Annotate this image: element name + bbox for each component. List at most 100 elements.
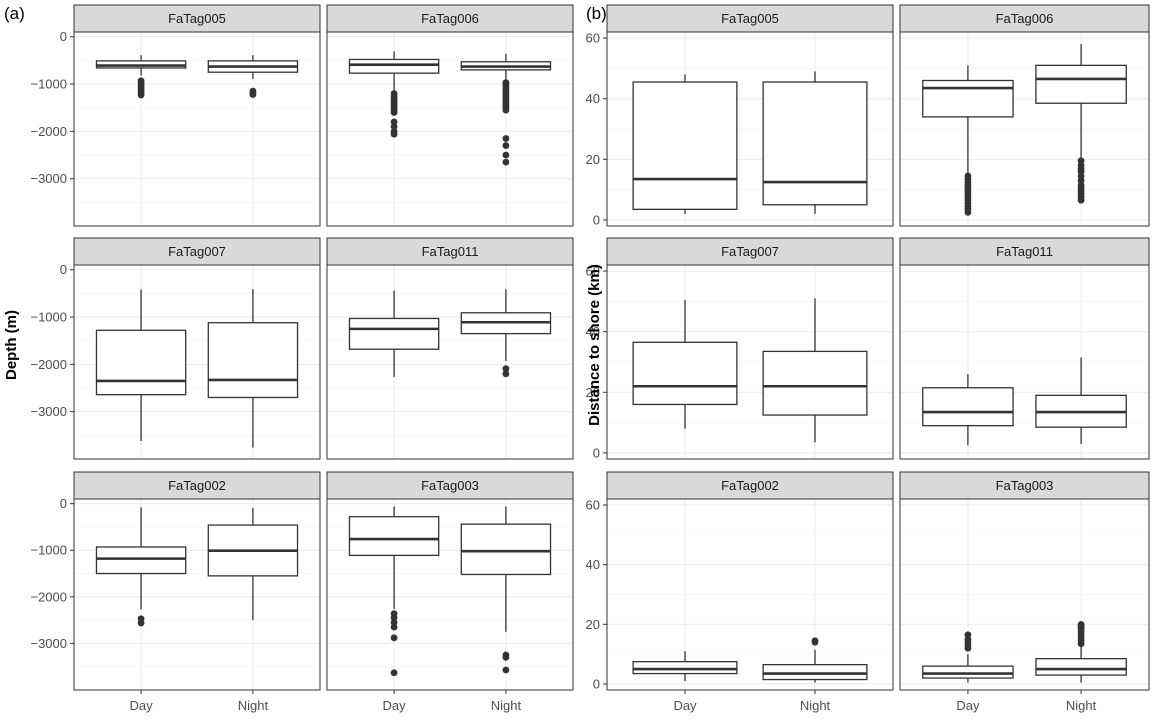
outlier-point [390, 669, 398, 677]
facet-FaTag011: FaTag011 [326, 237, 574, 460]
iqr-box [207, 322, 299, 399]
iqr-box [632, 81, 738, 210]
outlier-point [390, 123, 398, 131]
outlier-point [249, 91, 257, 98]
facet-strip [899, 4, 1150, 33]
facet-strip [73, 471, 321, 500]
iqr-box [1035, 64, 1127, 104]
y-tick-label: 20 [586, 617, 600, 632]
facet-strip-label: FaTag006 [996, 11, 1054, 26]
iqr-box [348, 317, 440, 350]
iqr-box [762, 663, 868, 681]
box-day [95, 507, 187, 627]
box-day [632, 299, 738, 429]
facet-FaTag005: FaTag005 0 −1000 −2000 −3000 [30, 4, 321, 227]
outlier-point [502, 365, 510, 373]
x-tick-label: Day [956, 698, 980, 713]
box-night [762, 637, 868, 683]
box-night [207, 55, 299, 98]
panel-border [326, 498, 574, 691]
y-tick-label: 20 [586, 385, 600, 400]
y-tick-label: 0 [60, 262, 67, 277]
y-tick-label: 40 [586, 324, 600, 339]
panel-border [606, 498, 894, 691]
box-night [1035, 357, 1127, 444]
facet-FaTag002: FaTag002 0 20 40 60 Day Night [586, 471, 894, 713]
y-tick-label: 0 [60, 29, 67, 44]
outlier-point [502, 653, 510, 661]
outlier-point [390, 619, 398, 626]
box-day [632, 651, 738, 682]
outlier-point [390, 130, 398, 138]
iqr-box [460, 523, 552, 576]
outlier-point [390, 118, 398, 126]
box-night [762, 71, 868, 214]
facet-FaTag005: FaTag005 0 20 40 60 [586, 4, 894, 227]
iqr-box [95, 329, 187, 396]
outlier-point [390, 614, 398, 622]
facet-strip-label: FaTag005 [168, 11, 226, 26]
panel-border [899, 498, 1150, 691]
y-tick-label: −1000 [30, 77, 67, 92]
outlier-point [390, 109, 398, 116]
panel-border [326, 264, 574, 460]
iqr-box [95, 546, 187, 575]
y-tick-label: 20 [586, 152, 600, 167]
facet-strip-label: FaTag011 [422, 244, 479, 259]
iqr-box [1035, 658, 1127, 676]
box-night [207, 507, 299, 621]
box-night [460, 289, 552, 378]
iqr-box [762, 350, 868, 416]
facet-strip [899, 237, 1150, 266]
x-tick-label: Day [383, 698, 407, 713]
y-tick-label: 40 [586, 91, 600, 106]
outlier-point [502, 151, 510, 159]
y-tick-label: 60 [586, 497, 600, 512]
x-tick-label: Night [238, 698, 269, 713]
box-day [632, 74, 738, 214]
y-tick-label: −3000 [30, 404, 67, 419]
panel-border [73, 264, 321, 460]
iqr-box [348, 58, 440, 74]
facet-FaTag007: FaTag007 0 20 40 60 [586, 237, 894, 460]
facet-strip [606, 237, 894, 266]
facet-FaTag011: FaTag011 [899, 237, 1150, 460]
outlier-point [1077, 620, 1085, 628]
y-tick-label: −1000 [30, 310, 67, 325]
y-tick-label: 0 [593, 212, 600, 227]
outlier-point [502, 135, 510, 142]
y-tick-label: 0 [593, 677, 600, 692]
panel-label-b: (b) [586, 4, 607, 23]
facet-strip-label: FaTag007 [721, 244, 779, 259]
box-night [1035, 44, 1127, 204]
facet-strip-label: FaTag006 [421, 11, 479, 26]
y-tick-label: −3000 [30, 171, 67, 186]
outlier-point [390, 623, 398, 631]
box-day [922, 631, 1014, 683]
y-tick-label: −1000 [30, 543, 67, 558]
box-night [460, 53, 552, 166]
panel-border [606, 264, 894, 460]
depth-axis-title: Depth (m) [3, 310, 20, 380]
facet-FaTag002: FaTag002 0 −1000 −2000 −3000 Day Night [30, 471, 321, 713]
x-tick-label: Day [130, 698, 154, 713]
facet-strip-label: FaTag007 [168, 244, 226, 259]
facet-strip-label: FaTag011 [996, 244, 1053, 259]
iqr-box [632, 660, 738, 675]
outlier-point [502, 106, 510, 114]
iqr-box [348, 516, 440, 557]
box-day [922, 65, 1014, 216]
box-night [1035, 620, 1127, 683]
y-tick-label: −2000 [30, 357, 67, 372]
facet-strip [899, 471, 1150, 500]
outlier-point [964, 172, 972, 180]
facet-strip-label: FaTag002 [168, 478, 226, 493]
facet-FaTag003: FaTag003 Day Night [326, 471, 574, 713]
facet-FaTag006: FaTag006 [899, 4, 1150, 227]
facet-strip [326, 237, 574, 266]
box-day [348, 290, 440, 378]
box-day [95, 289, 187, 442]
facet-panels: FaTag005 0 −1000 −2000 −3000 FaTag006 FaTag007… [30, 4, 1150, 713]
facet-strip [73, 4, 321, 33]
